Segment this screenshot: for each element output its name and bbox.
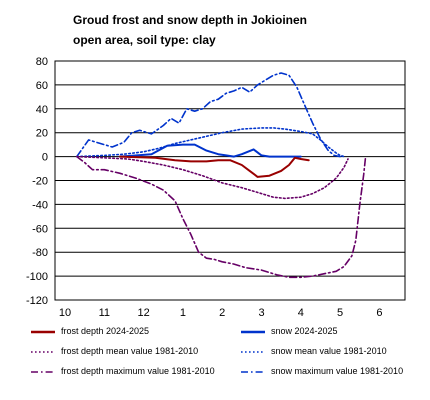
legend-swatch xyxy=(241,351,265,353)
x-tick-label: 6 xyxy=(376,307,382,319)
x-tick-label: 4 xyxy=(298,307,304,319)
x-tick-label: 3 xyxy=(258,307,264,319)
legend-swatch xyxy=(31,330,55,334)
y-tick-label: -100 xyxy=(26,271,48,283)
series-line-1 xyxy=(119,143,302,158)
y-tick-label: -120 xyxy=(26,295,48,307)
y-tick-label: 80 xyxy=(36,56,48,68)
y-tick-label: -20 xyxy=(32,176,48,188)
chart-title-line-2: open area, soil type: clay xyxy=(73,33,216,47)
chart-title-line-1: Groud frost and snow depth in Jokioinen xyxy=(73,13,307,27)
y-tick-label: 0 xyxy=(42,152,48,164)
y-tick-label: 20 xyxy=(36,128,48,140)
y-tick-label: -60 xyxy=(32,223,48,235)
x-tick-label: 2 xyxy=(219,307,225,319)
series-line-5 xyxy=(76,72,341,158)
chart-title: Groud frost and snow depth in Jokioinen … xyxy=(73,10,307,50)
legend-label: snow 2024-2025 xyxy=(271,326,338,336)
series-line-2 xyxy=(76,155,349,200)
y-tick-label: 60 xyxy=(36,80,48,92)
x-tick-label: 1 xyxy=(180,307,186,319)
legend-label: frost depth maximum value 1981-2010 xyxy=(61,366,215,376)
legend-label: frost depth 2024-2025 xyxy=(61,326,150,336)
series-line-4 xyxy=(76,155,367,279)
legend-label: frost depth mean value 1981-2010 xyxy=(61,346,199,356)
x-tick-label: 12 xyxy=(137,307,149,319)
y-tick-label: -40 xyxy=(32,199,48,211)
series-line-0 xyxy=(119,155,310,178)
legend-swatch xyxy=(241,330,265,334)
legend-swatch xyxy=(241,371,265,373)
legend-label: snow maximum value 1981-2010 xyxy=(271,366,404,376)
y-tick-label: -80 xyxy=(32,247,48,259)
legend-swatch xyxy=(31,351,55,353)
legend-swatch xyxy=(31,371,55,373)
series-line-3 xyxy=(76,127,345,158)
x-tick-label: 11 xyxy=(99,307,110,319)
legend-label: snow mean value 1981-2010 xyxy=(271,346,387,356)
legend: frost depth 2024-2025 snow 2024-2025 frost… xyxy=(30,324,425,384)
y-tick-label: 40 xyxy=(36,104,48,116)
x-tick-label: 5 xyxy=(337,307,343,319)
x-tick-label: 10 xyxy=(59,307,71,319)
